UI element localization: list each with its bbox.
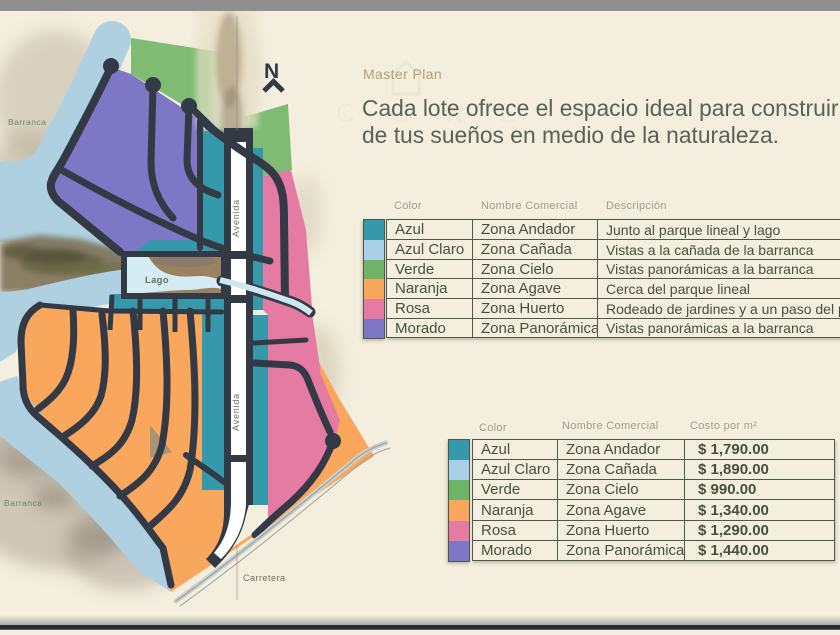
- svg-text:N: N: [264, 60, 279, 83]
- svg-text:Avenida: Avenida: [231, 393, 241, 431]
- svg-text:Barranca: Barranca: [8, 117, 47, 127]
- svg-text:Lago: Lago: [145, 275, 169, 286]
- svg-text:Carretera: Carretera: [243, 573, 286, 583]
- svg-text:Barranca: Barranca: [4, 498, 43, 508]
- svg-text:Avenida: Avenida: [231, 199, 241, 237]
